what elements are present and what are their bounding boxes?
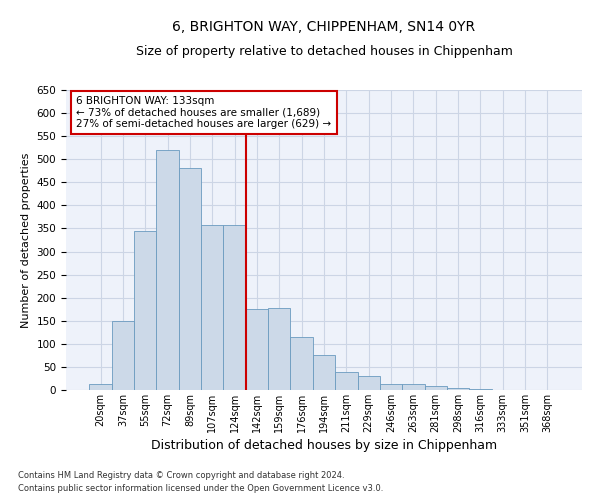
Bar <box>179 168 201 390</box>
Bar <box>157 150 179 390</box>
Bar <box>112 321 134 390</box>
Bar <box>313 356 335 390</box>
Bar <box>201 225 223 390</box>
Bar <box>335 372 358 390</box>
Bar <box>268 308 290 390</box>
Text: Size of property relative to detached houses in Chippenham: Size of property relative to detached ho… <box>136 45 512 58</box>
Bar <box>290 337 313 390</box>
X-axis label: Distribution of detached houses by size in Chippenham: Distribution of detached houses by size … <box>151 439 497 452</box>
Bar <box>246 309 268 390</box>
Bar <box>358 376 380 390</box>
Bar <box>447 388 469 390</box>
Bar <box>89 384 112 390</box>
Text: 6, BRIGHTON WAY, CHIPPENHAM, SN14 0YR: 6, BRIGHTON WAY, CHIPPENHAM, SN14 0YR <box>172 20 476 34</box>
Text: 6 BRIGHTON WAY: 133sqm
← 73% of detached houses are smaller (1,689)
27% of semi-: 6 BRIGHTON WAY: 133sqm ← 73% of detached… <box>76 96 331 129</box>
Text: Contains public sector information licensed under the Open Government Licence v3: Contains public sector information licen… <box>18 484 383 493</box>
Bar <box>425 386 447 390</box>
Y-axis label: Number of detached properties: Number of detached properties <box>21 152 31 328</box>
Bar <box>469 389 491 390</box>
Bar <box>134 231 157 390</box>
Bar <box>223 225 246 390</box>
Bar <box>380 384 402 390</box>
Bar <box>402 384 425 390</box>
Text: Contains HM Land Registry data © Crown copyright and database right 2024.: Contains HM Land Registry data © Crown c… <box>18 470 344 480</box>
